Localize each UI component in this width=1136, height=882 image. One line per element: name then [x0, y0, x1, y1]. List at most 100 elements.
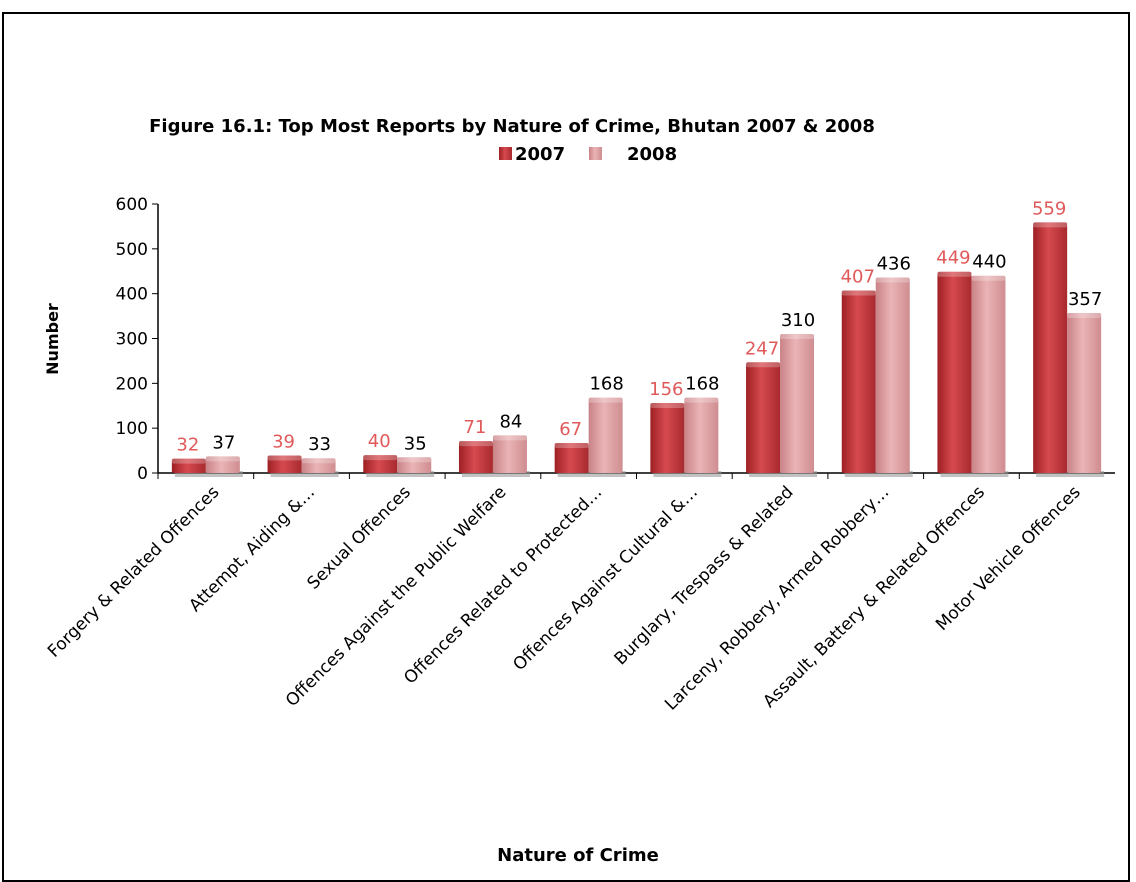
y-axis-title: Number	[43, 303, 62, 375]
bar-highlight	[937, 271, 972, 277]
bar-2007-4	[554, 442, 589, 473]
data-label-2008-4: 168	[589, 374, 623, 395]
legend-label-2007: 2007	[515, 144, 565, 165]
data-label-2008-0: 37	[212, 432, 235, 453]
bar-shadow	[844, 471, 879, 477]
bar-2008-2	[397, 457, 432, 473]
data-label-2008-5: 168	[685, 374, 719, 395]
x-tick-label-5: Offences Against Cultural &…	[509, 482, 702, 675]
bar-2007-1	[267, 455, 302, 473]
bar-shadow	[208, 471, 243, 477]
legend-swatch-2007	[499, 147, 512, 160]
y-tick-label: 600	[116, 195, 148, 215]
bar-shadow	[878, 471, 913, 477]
data-label-2008-2: 35	[404, 433, 427, 454]
bar-2008-5	[684, 397, 719, 473]
bar-highlight	[363, 455, 398, 461]
bar-highlight	[267, 455, 302, 461]
bar-highlight	[684, 397, 719, 403]
bar-highlight	[458, 441, 493, 447]
bar-2008-7	[875, 277, 910, 473]
bar-2007-2	[363, 455, 398, 473]
y-tick-label: 200	[116, 374, 148, 394]
bar-shadow	[940, 471, 975, 477]
bar-shadow	[591, 471, 626, 477]
bar-highlight	[205, 456, 240, 462]
bar-2007-9	[1033, 222, 1068, 473]
y-tick-label: 100	[116, 419, 148, 439]
data-label-2007-5: 156	[649, 379, 683, 400]
data-label-2007-4: 67	[559, 419, 582, 440]
bar-2008-1	[301, 458, 336, 473]
bar-shadow	[653, 471, 688, 477]
y-tick-label: 500	[116, 240, 148, 260]
x-axis-title: Nature of Crime	[497, 845, 659, 866]
bar-2007-3	[458, 441, 493, 473]
bar-shadow	[1036, 471, 1071, 477]
x-tick-label-0: Forgery & Related Offences	[44, 482, 223, 661]
data-label-2007-0: 32	[176, 435, 199, 456]
bar-highlight	[554, 442, 589, 448]
bar-shadow	[270, 471, 305, 477]
chart-title: Figure 16.1: Top Most Reports by Nature …	[149, 116, 875, 137]
data-label-2007-8: 449	[936, 248, 970, 269]
data-label-2007-6: 247	[745, 338, 779, 359]
bar-shadow	[783, 471, 818, 477]
bar-shadow	[495, 471, 530, 477]
bar-2008-4	[588, 397, 623, 473]
bar-highlight	[588, 397, 623, 403]
x-tick-label-3: Offences Against the Public Welfare	[282, 482, 511, 711]
bar-highlight	[650, 403, 685, 409]
bar-2007-8	[937, 271, 972, 473]
bar-highlight	[780, 334, 815, 340]
y-tick-label: 300	[116, 330, 148, 350]
data-label-2008-8: 440	[972, 252, 1006, 273]
legend: 2007 2008	[499, 144, 677, 165]
data-label-2008-7: 436	[877, 254, 911, 275]
bar-2008-9	[1067, 312, 1102, 473]
bar-highlight	[171, 458, 206, 464]
bar-2007-6	[746, 362, 781, 473]
data-label-2007-7: 407	[841, 267, 875, 288]
bar-2007-0	[171, 458, 206, 473]
bar-highlight	[301, 458, 336, 464]
bar-2008-8	[971, 275, 1006, 473]
bar-highlight	[1033, 222, 1068, 228]
bar-highlight	[875, 277, 910, 283]
bar-highlight	[397, 457, 432, 463]
bar-shadow	[461, 471, 496, 477]
x-tick-label-2: Sexual Offences	[304, 482, 415, 593]
data-label-2008-6: 310	[781, 310, 815, 331]
data-label-2007-3: 71	[463, 417, 486, 438]
legend-swatch-2008	[589, 147, 602, 160]
y-tick-label: 0	[137, 464, 148, 484]
plot-area: 0 100 200 300 400 500 600 32 37 Forgery & Related…	[44, 195, 1115, 715]
bar-2008-0	[205, 456, 240, 473]
data-label-2007-1: 39	[272, 432, 295, 453]
bar-2007-7	[841, 290, 876, 473]
bar-shadow	[749, 471, 784, 477]
bar-shadow	[366, 471, 401, 477]
x-tick-label-6: Burglary, Trespass & Related	[611, 482, 798, 669]
bar-highlight	[492, 435, 527, 441]
data-label-2008-9: 357	[1068, 289, 1102, 310]
data-label-2007-2: 40	[368, 431, 391, 452]
bar-shadow	[400, 471, 435, 477]
y-tick-label: 400	[116, 285, 148, 305]
bar-highlight	[841, 290, 876, 296]
bar-shadow	[1070, 471, 1105, 477]
bar-2007-5	[650, 403, 685, 473]
legend-label-2008: 2008	[627, 144, 677, 165]
bar-highlight	[971, 275, 1006, 281]
data-label-2008-1: 33	[308, 434, 331, 455]
bar-shadow	[174, 471, 209, 477]
data-label-2007-9: 559	[1032, 198, 1066, 219]
bar-highlight	[1067, 312, 1102, 318]
x-tick-label-4: Offences Related to Protected…	[400, 482, 606, 688]
bar-shadow	[687, 471, 722, 477]
bar-shadow	[974, 471, 1009, 477]
bar-shadow	[304, 471, 339, 477]
bar-highlight	[746, 362, 781, 368]
data-label-2008-3: 84	[499, 411, 522, 432]
